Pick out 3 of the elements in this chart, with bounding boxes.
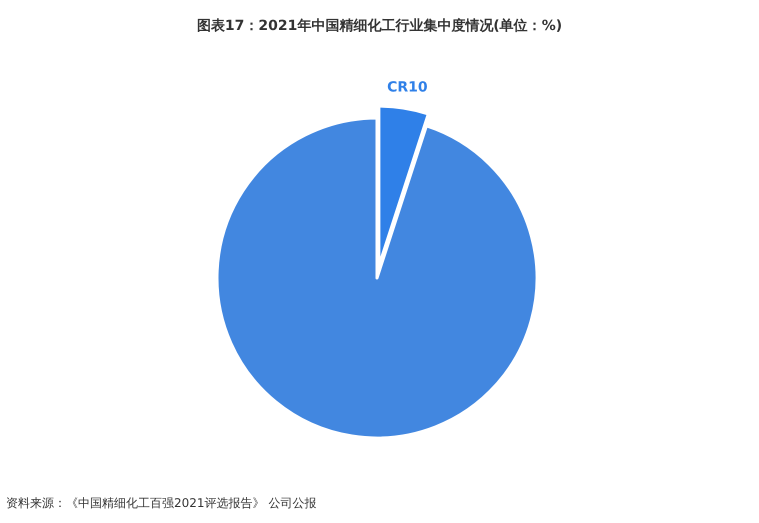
slice-label: CR10 (387, 79, 428, 96)
text: 资料来源：《中国精细化工百强2021评选报告》 公司公报 (6, 496, 316, 510)
chart-title: 图表17：2021年中国精细化工行业集中度情况(单位：%) (196, 17, 562, 34)
